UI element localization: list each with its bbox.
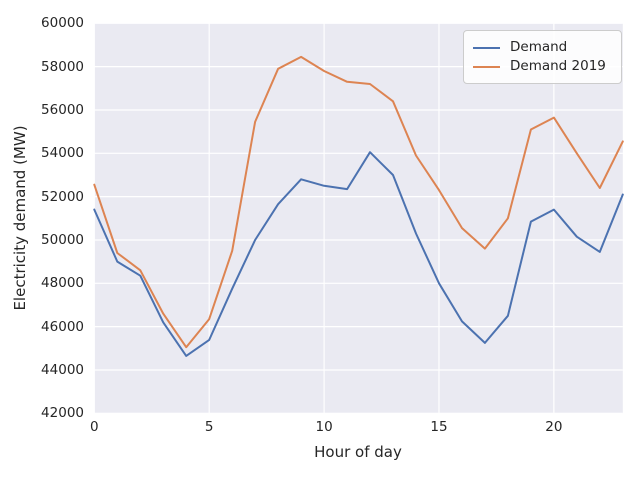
x-tick-label: 15 bbox=[430, 419, 448, 435]
x-tick-label: 0 bbox=[90, 419, 99, 435]
y-axis-label: Electricity demand (MW) bbox=[11, 125, 29, 311]
y-tick-label: 58000 bbox=[41, 58, 84, 75]
y-tick-label: 60000 bbox=[41, 15, 84, 32]
series-line-1 bbox=[93, 55, 624, 349]
y-tick-label: 50000 bbox=[41, 231, 84, 248]
legend: Demand Demand 2019 bbox=[463, 30, 622, 84]
x-tick-label: 20 bbox=[545, 419, 563, 435]
x-tick-label: 10 bbox=[315, 419, 333, 435]
x-tick-label: 5 bbox=[204, 419, 214, 435]
demand-line-swatch bbox=[473, 46, 500, 49]
y-tick-label: 56000 bbox=[41, 101, 84, 118]
legend-entry-demand-2019: Demand 2019 bbox=[473, 58, 611, 75]
legend-label-demand-2019: Demand 2019 bbox=[510, 58, 606, 74]
y-tick-label: 44000 bbox=[41, 361, 84, 378]
demand-2019-line-swatch bbox=[473, 65, 500, 68]
legend-entry-demand: Demand bbox=[473, 39, 611, 56]
y-tick-label: 54000 bbox=[41, 145, 84, 162]
y-tick-label: 48000 bbox=[41, 275, 84, 292]
series-line-0 bbox=[93, 151, 624, 357]
y-tick-label: 46000 bbox=[41, 318, 84, 335]
plot-background bbox=[94, 23, 623, 414]
x-axis-label: Hour of day bbox=[314, 443, 402, 461]
y-tick-label: 42000 bbox=[41, 405, 84, 422]
y-tick-label: 52000 bbox=[41, 188, 84, 205]
legend-label-demand: Demand bbox=[510, 39, 568, 55]
